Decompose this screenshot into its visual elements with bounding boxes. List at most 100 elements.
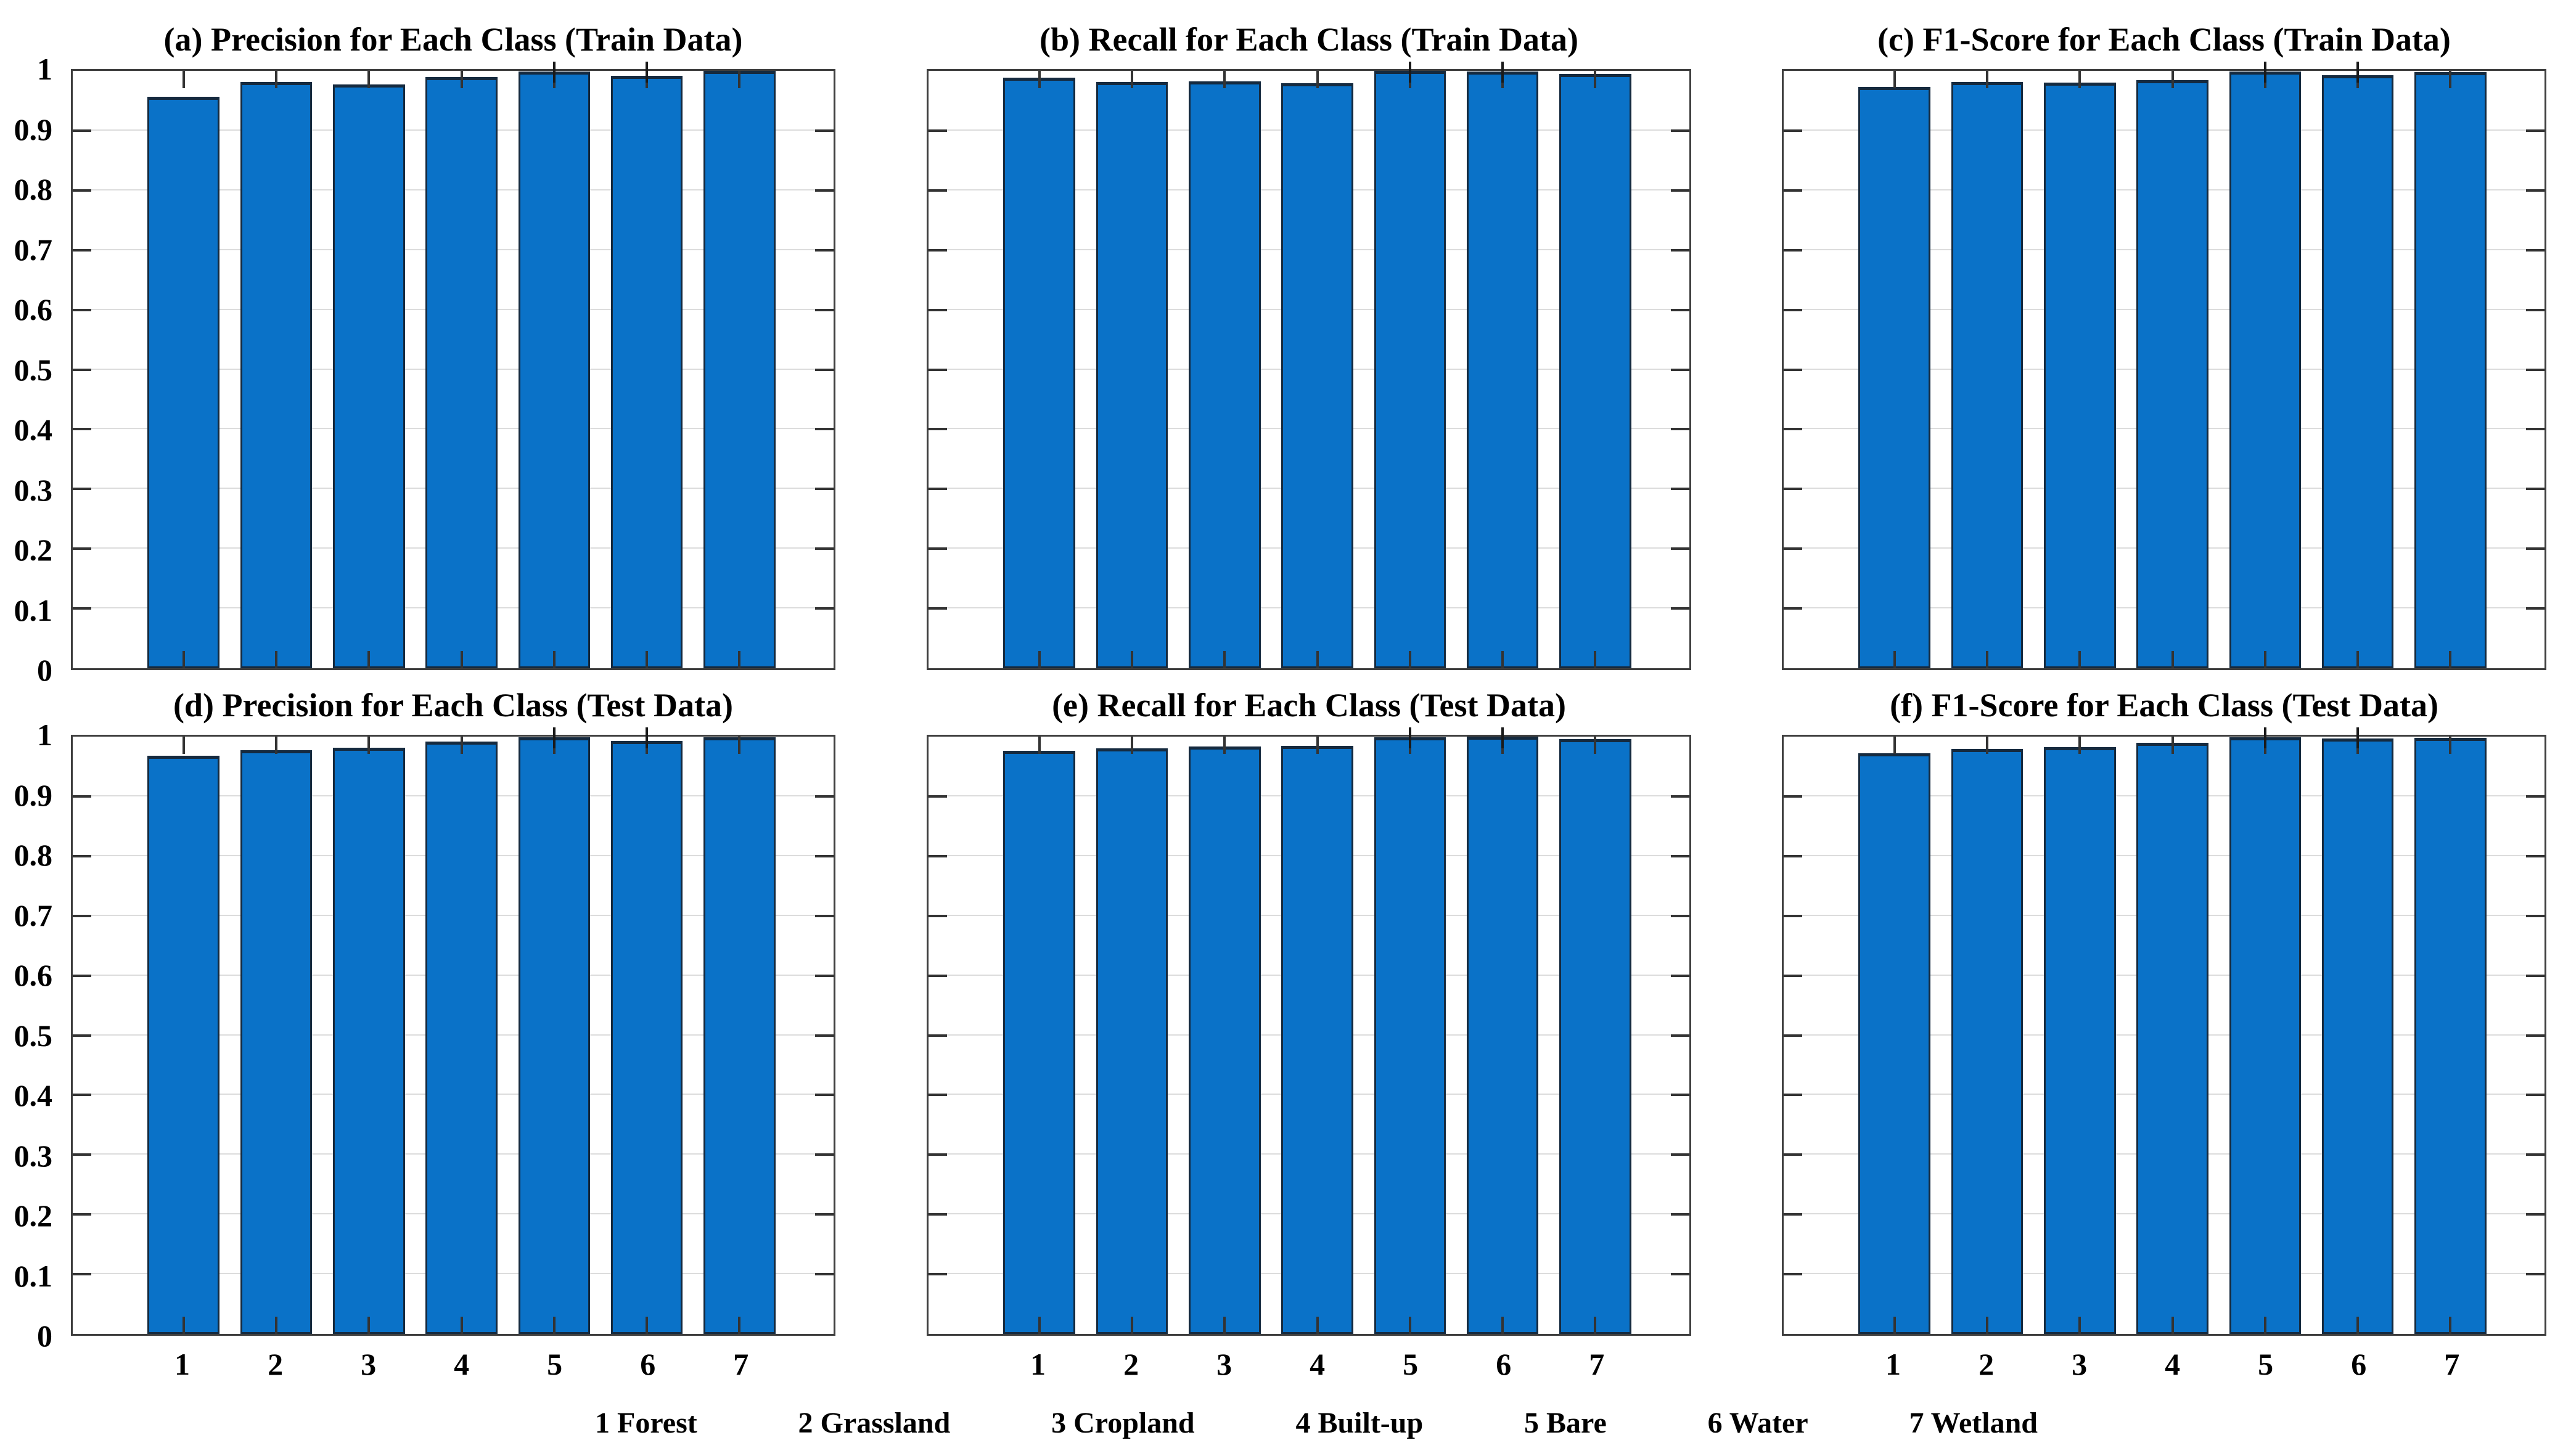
plot-area: [1782, 62, 2546, 670]
y-tick-left: [1784, 914, 1802, 917]
x-tick-bottom: [2263, 1317, 2266, 1334]
bar-class-5: [2229, 71, 2302, 668]
y-tick-left: [929, 488, 947, 491]
bar-class-3: [2044, 747, 2116, 1334]
y-tick-right: [815, 488, 834, 491]
subplot-title: (e) Recall for Each Class (Test Data): [1052, 687, 1566, 724]
y-tick-label: 0.2: [14, 1198, 53, 1233]
x-tick-bottom: [2078, 651, 2081, 668]
x-tick-bottom: [1130, 1317, 1133, 1334]
error-whisker: [2263, 62, 2266, 83]
bar-class-3: [333, 84, 405, 668]
y-tick-left: [1784, 428, 1802, 431]
bar-class-6: [610, 75, 683, 668]
x-tick-bottom: [552, 651, 556, 668]
x-tick-bottom: [367, 1317, 371, 1334]
x-tick-bottom: [1130, 651, 1133, 668]
bar-class-4: [1281, 83, 1353, 668]
y-tick-right: [2526, 428, 2545, 431]
legend-item-water: 6 Water: [1707, 1407, 1808, 1439]
y-tick-left: [1784, 1153, 1802, 1156]
error-whisker: [1501, 727, 1504, 748]
y-tick-right: [1671, 914, 1689, 917]
subplot-b-recall-train: (b) Recall for Each Class (Train Data): [927, 21, 1691, 670]
legend-item-grassland: 2 Grassland: [798, 1407, 951, 1439]
plot-area: [71, 62, 835, 670]
y-tick-right: [2526, 129, 2545, 132]
y-tick-right: [815, 854, 834, 857]
x-tick-bottom: [2078, 1317, 2081, 1334]
x-tick-bottom: [646, 651, 649, 668]
subplot-title: (d) Precision for Each Class (Test Data): [173, 687, 733, 724]
legend-item-wetland: 7 Wetland: [1909, 1407, 2038, 1439]
y-tick-right: [2526, 1213, 2545, 1216]
y-tick-left: [73, 368, 91, 371]
y-tick-right: [1671, 607, 1689, 610]
error-whisker: [2356, 62, 2360, 83]
error-whisker: [646, 727, 649, 748]
y-tick-right: [1671, 1213, 1689, 1216]
x-tick-label: 1: [1885, 1347, 1901, 1381]
x-tick-top: [1985, 71, 1988, 88]
x-tick-top: [1893, 71, 1896, 88]
x-tick-label: 2: [268, 1347, 284, 1381]
error-whisker: [646, 62, 649, 83]
y-tick-left: [929, 795, 947, 798]
y-tick-right: [815, 974, 834, 977]
x-tick-bottom: [646, 1317, 649, 1334]
y-tick-left: [929, 1153, 947, 1156]
error-whisker: [2263, 727, 2266, 748]
x-tick-bottom: [1893, 1317, 1896, 1334]
y-tick-label: 0.5: [14, 352, 53, 387]
x-tick-top: [367, 737, 371, 754]
y-tick-right: [815, 1094, 834, 1097]
x-tick-bottom: [552, 1317, 556, 1334]
y-tick-left: [73, 129, 91, 132]
x-tick-label: 2: [1979, 1347, 1995, 1381]
y-tick-label: 0.9: [14, 112, 53, 147]
y-tick-left: [73, 308, 91, 311]
bar-class-2: [1951, 749, 2024, 1334]
y-tick-left: [73, 795, 91, 798]
y-tick-right: [2526, 795, 2545, 798]
y-tick-right: [1671, 189, 1689, 192]
bar-class-1: [1003, 751, 1075, 1334]
x-tick-bottom: [2449, 651, 2452, 668]
x-tick-top: [2078, 71, 2081, 88]
bar-class-1: [1858, 87, 1930, 668]
bar-class-1: [1858, 753, 1930, 1334]
x-tick-top: [2449, 71, 2452, 88]
x-tick-top: [1038, 737, 1041, 754]
y-tick-label: 1: [37, 52, 52, 86]
y-tick-right: [1671, 854, 1689, 857]
x-tick-bottom: [460, 651, 463, 668]
y-tick-left: [73, 914, 91, 917]
x-tick-top: [1130, 71, 1133, 88]
error-whisker: [552, 727, 556, 748]
x-tick-top: [182, 737, 185, 754]
x-tick-top: [367, 71, 371, 88]
y-tick-right: [815, 129, 834, 132]
y-tick-right: [815, 248, 834, 252]
x-tick-bottom: [2356, 651, 2360, 668]
bar-class-7: [1559, 73, 1631, 668]
subplot-title: (a) Precision for Each Class (Train Data…: [163, 21, 743, 58]
x-tick-label: 4: [2165, 1347, 2181, 1381]
x-tick-top: [1893, 737, 1896, 754]
x-tick-top: [460, 737, 463, 754]
x-tick-label: 1: [1030, 1347, 1046, 1381]
class-legend: 1 Forest 2 Grassland 3 Cropland 4 Built-…: [595, 1407, 2038, 1440]
subplot-c-f1-train: (c) F1-Score for Each Class (Train Data): [1782, 21, 2546, 670]
subplot-e-recall-test: (e) Recall for Each Class (Test Data) 1 2…: [927, 687, 1691, 1381]
y-tick-right: [815, 189, 834, 192]
y-tick-right: [815, 1273, 834, 1276]
x-tick-top: [738, 71, 741, 88]
x-tick-bottom: [1893, 651, 1896, 668]
error-whisker: [552, 62, 556, 83]
x-tick-bottom: [2449, 1317, 2452, 1334]
y-tick-left: [1784, 1094, 1802, 1097]
x-tick-bottom: [274, 651, 277, 668]
x-tick-bottom: [274, 1317, 277, 1334]
legend-item-forest: 1 Forest: [595, 1407, 697, 1439]
y-tick-left: [929, 1273, 947, 1276]
